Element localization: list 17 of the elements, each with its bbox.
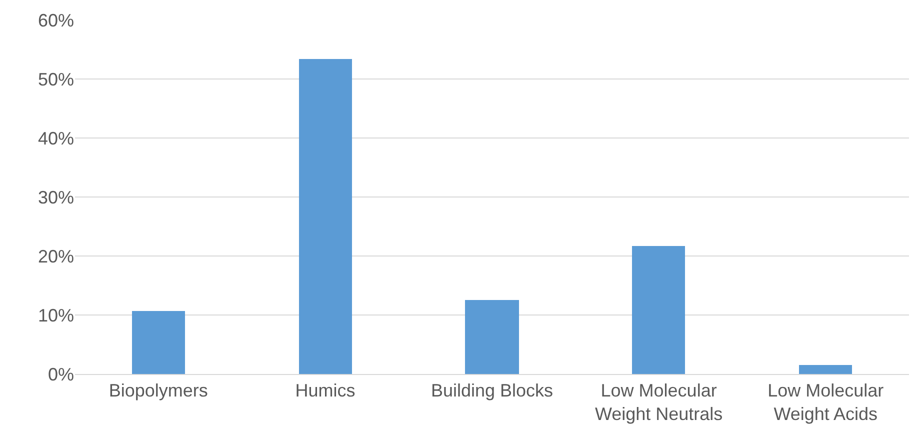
y-tick-label: 40%	[38, 128, 74, 148]
x-tick-label: Low Molecular Weight Acids	[768, 380, 884, 424]
y-tick-label: 20%	[38, 246, 74, 266]
y-tick-label: 50%	[38, 69, 74, 90]
y-tick-label: 60%	[38, 10, 74, 30]
y-tick-label: 0%	[48, 364, 74, 384]
x-tick-label: Building Blocks	[430, 380, 554, 401]
y-tick-label: 30%	[38, 187, 74, 208]
y-tick-label: 10%	[38, 305, 74, 326]
bar	[465, 300, 519, 374]
bar	[799, 365, 852, 374]
bar	[632, 246, 685, 374]
x-tick-label: Low Molecular Weight Neutrals	[594, 380, 723, 424]
bar	[299, 59, 352, 374]
x-tick-label: Humics	[295, 380, 356, 401]
x-tick-label: Biopolymers	[108, 380, 208, 401]
bar	[132, 311, 185, 374]
